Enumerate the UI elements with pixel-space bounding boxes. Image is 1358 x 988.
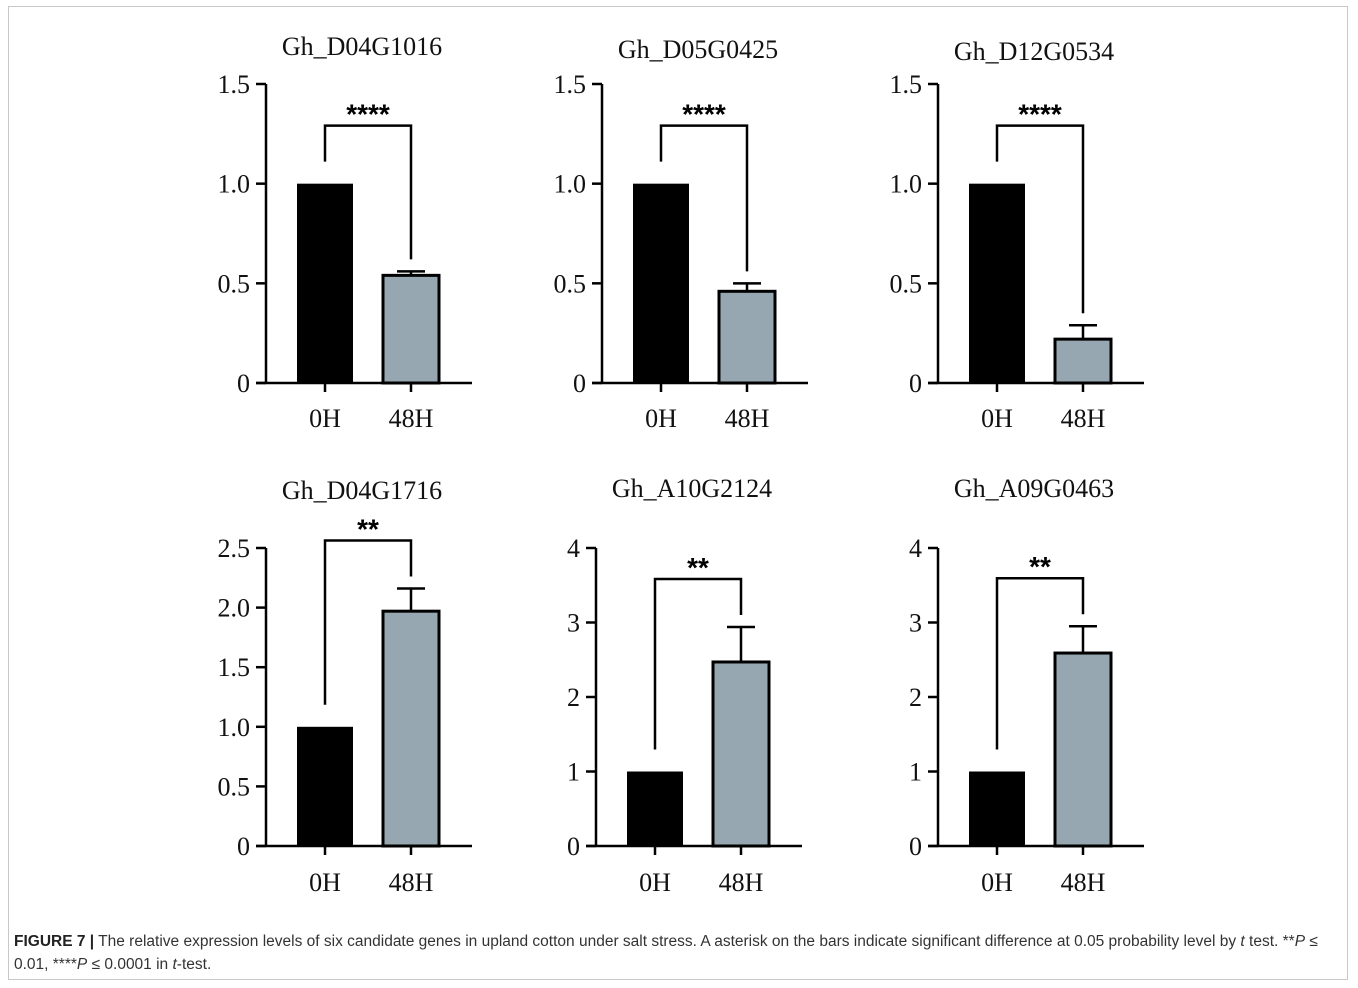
chart-1-bar-0H bbox=[297, 183, 353, 383]
chart-6-ytick-label: 2 bbox=[909, 683, 922, 712]
chart-4-significance-bracket bbox=[323, 539, 413, 705]
figure-caption: FIGURE 7 | The relative expression level… bbox=[14, 930, 1334, 976]
chart-6-ytick-label: 3 bbox=[909, 609, 922, 638]
chart-3-significance-bracket bbox=[995, 124, 1085, 314]
caption-p1: P bbox=[1294, 933, 1306, 950]
chart-2-ytick-label: 0 bbox=[573, 369, 586, 398]
chart-6-significance-bracket bbox=[995, 576, 1085, 750]
chart-6-xtick-label: 48H bbox=[1061, 868, 1106, 897]
chart-5-ytick-label: 4 bbox=[567, 534, 580, 563]
caption-p2-tail: ≤ 0.0001 in bbox=[91, 956, 169, 973]
chart-2-xtick-label: 0H bbox=[645, 404, 677, 433]
chart-4-xtick-label: 48H bbox=[389, 868, 434, 897]
chart-2-ytick-label: 1.0 bbox=[554, 170, 587, 199]
chart-6-bar-48H bbox=[1053, 651, 1113, 848]
chart-6-title: Gh_A09G0463 bbox=[954, 474, 1114, 503]
caption-end: -test. bbox=[176, 956, 212, 973]
chart-1-title: Gh_D04G1016 bbox=[282, 32, 442, 61]
chart-5-title: Gh_A10G2124 bbox=[612, 474, 772, 503]
caption-t2-italic: t bbox=[172, 956, 177, 973]
chart-5-bar-0H bbox=[627, 771, 683, 846]
chart-4-ytick-label: 0.5 bbox=[218, 772, 251, 801]
chart-1-ytick-label: 0.5 bbox=[218, 269, 251, 298]
chart-1-significance-bracket bbox=[323, 124, 413, 260]
chart-4-ytick-label: 2.5 bbox=[218, 534, 251, 563]
chart-5-ytick-label: 2 bbox=[567, 683, 580, 712]
chart-5-xtick-label: 0H bbox=[639, 868, 671, 897]
chart-3-ytick-label: 0.5 bbox=[890, 269, 923, 298]
chart-4-title: Gh_D04G1716 bbox=[282, 476, 442, 505]
chart-6-significance-stars: ** bbox=[1029, 551, 1051, 582]
chart-1-ytick-label: 1.0 bbox=[218, 170, 251, 199]
figure-label: FIGURE 7 | bbox=[14, 933, 95, 950]
caption-text: The relative expression levels of six ca… bbox=[98, 933, 1237, 950]
chart-2-xtick-label: 48H bbox=[725, 404, 770, 433]
chart-2-ytick-label: 1.5 bbox=[554, 70, 587, 99]
chart-5-ytick-label: 3 bbox=[567, 609, 580, 638]
chart-3-bar-0H bbox=[969, 183, 1025, 383]
chart-4-significance-stars: ** bbox=[357, 514, 379, 545]
chart-1-xtick-label: 48H bbox=[389, 404, 434, 433]
chart-3-ytick-label: 1.5 bbox=[890, 70, 923, 99]
chart-4-ytick-label: 0 bbox=[237, 832, 250, 861]
chart-2-bar-0H bbox=[633, 183, 689, 383]
chart-4-bar-48H bbox=[381, 609, 441, 848]
caption-p1-tail: ≤ 0.01, **** bbox=[14, 933, 1318, 973]
chart-4-bar-0H bbox=[297, 726, 353, 846]
chart-1-bar-48H bbox=[381, 273, 441, 385]
caption-after-t: test. ** bbox=[1249, 933, 1295, 950]
chart-4-ytick-label: 1.5 bbox=[218, 653, 251, 682]
chart-5-ytick-label: 0 bbox=[567, 832, 580, 861]
chart-5-ytick-label: 1 bbox=[567, 758, 580, 787]
chart-3-title: Gh_D12G0534 bbox=[954, 37, 1114, 66]
chart-2-ytick-label: 0.5 bbox=[554, 269, 587, 298]
chart-3-ytick-label: 0 bbox=[909, 369, 922, 398]
chart-6-xtick-label: 0H bbox=[981, 868, 1013, 897]
chart-6-ytick-label: 4 bbox=[909, 534, 922, 563]
chart-2-significance-bracket bbox=[659, 124, 749, 272]
chart-5-bar-48H bbox=[711, 660, 771, 848]
chart-1-significance-stars: **** bbox=[346, 99, 390, 130]
chart-2-title: Gh_D05G0425 bbox=[618, 35, 778, 64]
chart-3-significance-stars: **** bbox=[1018, 99, 1062, 130]
chart-6-ytick-label: 0 bbox=[909, 832, 922, 861]
chart-3-ytick-label: 1.0 bbox=[890, 170, 923, 199]
chart-3-bar-48H bbox=[1053, 337, 1113, 385]
chart-5-xtick-label: 48H bbox=[719, 868, 764, 897]
chart-1-ytick-label: 1.5 bbox=[218, 70, 251, 99]
chart-3-xtick-label: 0H bbox=[981, 404, 1013, 433]
chart-4-ytick-label: 1.0 bbox=[218, 713, 251, 742]
chart-2-significance-stars: **** bbox=[682, 99, 726, 130]
chart-4-xtick-label: 0H bbox=[309, 868, 341, 897]
caption-p2: P bbox=[76, 956, 88, 973]
caption-t-italic: t bbox=[1240, 933, 1245, 950]
chart-1-ytick-label: 0 bbox=[237, 369, 250, 398]
chart-6-bar-0H bbox=[969, 771, 1025, 846]
chart-4-ytick-label: 2.0 bbox=[218, 594, 251, 623]
chart-3-xtick-label: 48H bbox=[1061, 404, 1106, 433]
chart-5-significance-bracket bbox=[653, 577, 743, 750]
chart-5-significance-stars: ** bbox=[687, 552, 709, 583]
chart-2-bar-48H bbox=[717, 289, 777, 385]
chart-1-xtick-label: 0H bbox=[309, 404, 341, 433]
chart-6-ytick-label: 1 bbox=[909, 758, 922, 787]
